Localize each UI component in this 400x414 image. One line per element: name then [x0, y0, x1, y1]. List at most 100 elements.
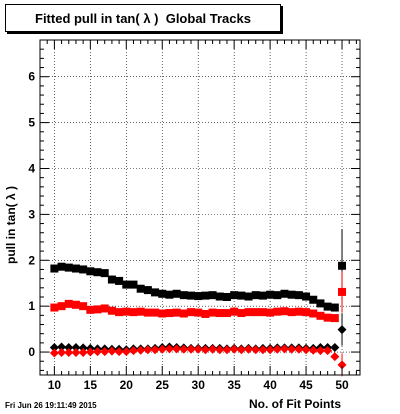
data-point-diamond — [301, 345, 311, 355]
x-axis-label: No. of Fit Points — [249, 397, 341, 411]
data-point-square — [165, 309, 174, 318]
data-point-square — [64, 263, 73, 272]
data-point-square — [122, 280, 131, 289]
x-tick-label: 40 — [263, 378, 277, 392]
data-point-square — [86, 267, 95, 276]
data-point-diamond — [330, 342, 340, 352]
data-point-diamond — [57, 342, 67, 352]
data-point-square — [287, 308, 296, 317]
data-point-square — [93, 305, 102, 314]
x-tick-label: 25 — [156, 378, 170, 392]
data-point-diamond — [200, 345, 210, 355]
data-point-diamond — [85, 347, 95, 357]
data-point-diamond — [272, 344, 282, 354]
data-point-square — [143, 286, 152, 295]
data-point-diamond — [337, 325, 347, 335]
data-point-square — [57, 302, 66, 311]
data-point-diamond — [100, 347, 110, 357]
data-point-diamond — [337, 360, 347, 370]
data-point-square — [136, 284, 145, 293]
data-point-square — [187, 291, 196, 300]
data-point-diamond — [71, 342, 81, 352]
data-point-square — [115, 308, 124, 317]
data-point-square — [201, 309, 210, 318]
data-point-diamond — [128, 346, 138, 356]
data-point-square — [93, 268, 102, 277]
data-point-diamond — [323, 346, 333, 356]
data-point-square — [158, 289, 167, 298]
x-tick-label: 45 — [299, 378, 313, 392]
data-point-square — [316, 299, 325, 308]
chart-title-box: Fitted pull in tan( λ ) Global Tracks — [5, 4, 281, 32]
data-point-square — [280, 289, 289, 298]
data-point-square — [57, 262, 66, 271]
data-point-diamond — [279, 344, 289, 354]
data-point-square — [222, 292, 231, 301]
data-point-square — [330, 303, 339, 312]
data-point-square — [172, 289, 181, 298]
data-point-square — [323, 302, 332, 311]
data-point-diamond — [287, 344, 297, 354]
data-point-square — [100, 269, 109, 278]
data-point-diamond — [107, 346, 117, 356]
data-point-square — [237, 309, 246, 318]
data-point-diamond — [229, 344, 239, 354]
data-point-diamond — [136, 345, 146, 355]
data-point-diamond — [215, 345, 225, 355]
data-point-square — [165, 290, 174, 299]
series-0 — [50, 229, 347, 312]
data-point-square — [194, 292, 203, 301]
data-point-square — [179, 291, 188, 300]
data-point-square — [136, 307, 145, 316]
data-point-diamond — [49, 342, 59, 352]
data-point-diamond — [244, 344, 254, 354]
data-point-square — [64, 299, 73, 308]
data-point-diamond — [150, 345, 160, 355]
grid-layer — [40, 40, 360, 375]
data-point-diamond — [186, 344, 196, 354]
data-point-diamond — [236, 345, 246, 355]
data-point-square — [273, 291, 282, 300]
x-tick-label: 20 — [120, 378, 134, 392]
data-point-square — [158, 309, 167, 318]
data-point-square — [50, 303, 59, 312]
data-point-square — [266, 290, 275, 299]
data-point-diamond — [315, 346, 325, 356]
data-point-square — [79, 265, 88, 274]
data-point-square — [244, 308, 253, 317]
y-tick-label: 4 — [28, 161, 35, 175]
data-point-square — [71, 264, 80, 273]
data-point-diamond — [258, 345, 268, 355]
data-point-square — [323, 313, 332, 322]
data-point-square — [294, 291, 303, 300]
series-1 — [50, 271, 347, 323]
data-point-square — [86, 305, 95, 314]
y-tick-label: 2 — [28, 253, 35, 267]
data-point-diamond — [64, 342, 74, 352]
data-point-square — [222, 309, 231, 318]
data-point-square — [302, 292, 311, 301]
data-point-square — [187, 308, 196, 317]
data-point-square — [244, 292, 253, 301]
x-tick-label: 50 — [335, 378, 349, 392]
data-point-square — [258, 291, 267, 300]
data-point-square — [251, 308, 260, 317]
data-point-square — [208, 308, 217, 317]
data-point-square — [107, 275, 116, 284]
data-point-square — [50, 264, 59, 273]
chart-title: Fitted pull in tan( λ ) Global Tracks — [35, 11, 251, 26]
data-point-diamond — [78, 343, 88, 353]
data-point-square — [179, 309, 188, 318]
data-point-diamond — [208, 344, 218, 354]
data-point-square — [172, 308, 181, 317]
data-point-square — [302, 308, 311, 317]
data-point-diamond — [64, 348, 74, 358]
data-point-diamond — [179, 344, 189, 354]
data-point-diamond — [251, 345, 261, 355]
data-point-diamond — [294, 344, 304, 354]
data-point-diamond — [172, 344, 182, 354]
data-point-square — [115, 276, 124, 285]
series-3 — [49, 344, 347, 377]
y-tick-label: 3 — [28, 207, 35, 221]
